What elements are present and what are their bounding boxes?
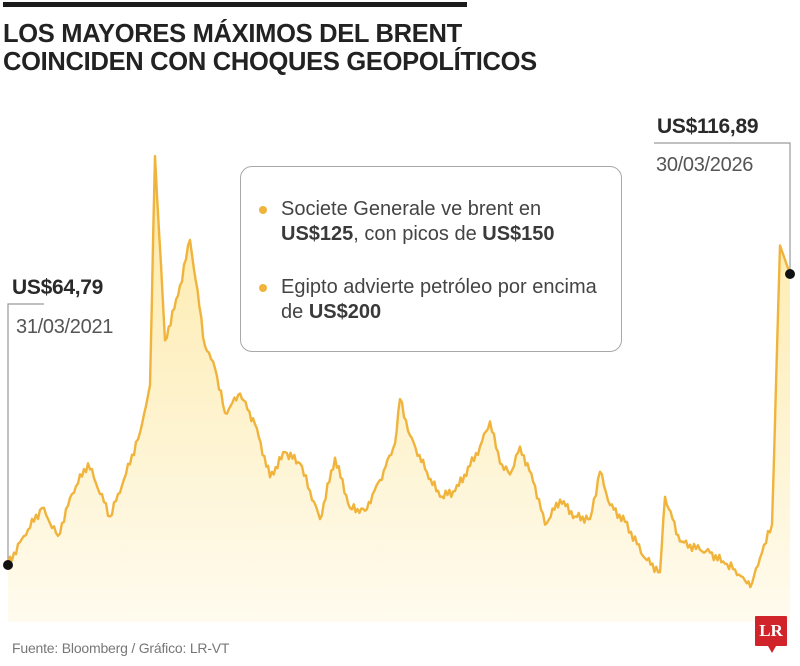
end-value-label: US$116,89 (657, 115, 759, 138)
start-value-label: US$64,79 (12, 276, 104, 299)
source-credit: Fuente: Bloomberg / Gráfico: LR-VT (12, 640, 230, 656)
price-area-fill (8, 156, 790, 622)
note-1-text: Societe Generale ve brent en (281, 198, 542, 220)
lr-logo-icon: LR (755, 616, 787, 653)
start-date-label: 31/03/2021 (16, 316, 114, 338)
end-marker (785, 269, 795, 279)
start-leader-line (7, 303, 44, 565)
note-1-text-2: , con picos de (353, 223, 483, 245)
end-date-label: 30/03/2026 (656, 154, 754, 176)
note-item-2: Egipto advierte petróleo por encima de U… (259, 275, 611, 325)
note-2-text: Egipto advierte petróleo por encima de (281, 276, 597, 323)
end-leader-line (654, 142, 791, 274)
price-line (6, 154, 792, 589)
chart-title: LOS MAYORES MÁXIMOS DEL BRENT COINCIDEN … (3, 20, 537, 76)
note-2-highlight: US$200 (308, 301, 382, 323)
top-rule (3, 2, 467, 7)
note-1-highlight-1: US$125 (281, 223, 354, 245)
title-line-2: COINCIDEN CON CHOQUES GEOPOLÍTICOS (3, 48, 537, 76)
bullet-icon (259, 206, 267, 214)
forecast-notes-box: Societe Generale ve brent en US$125, con… (240, 166, 622, 352)
bullet-icon (259, 284, 267, 292)
note-item-1: Societe Generale ve brent en US$125, con… (259, 197, 611, 247)
note-1-highlight-2: US$150 (482, 223, 555, 245)
start-marker (3, 560, 13, 570)
title-line-1: LOS MAYORES MÁXIMOS DEL BRENT (3, 20, 462, 48)
